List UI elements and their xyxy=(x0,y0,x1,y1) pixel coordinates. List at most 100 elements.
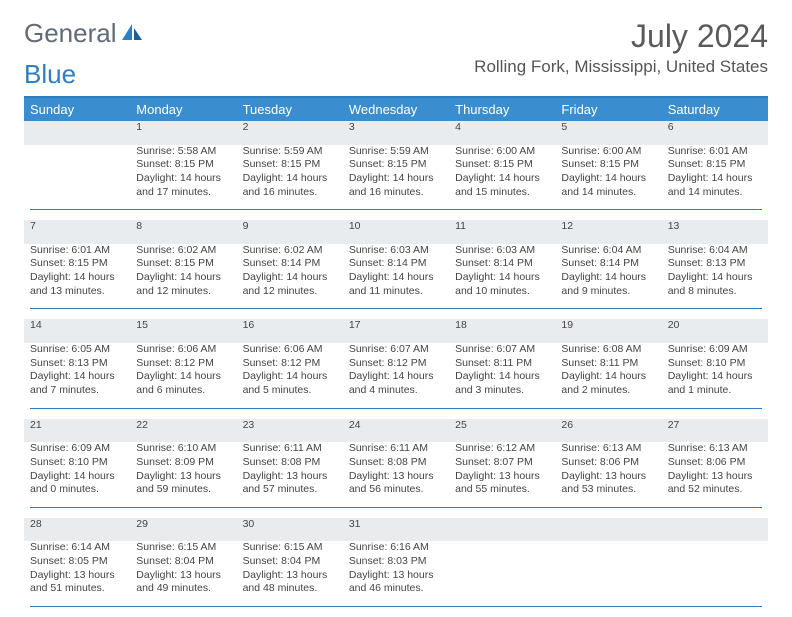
sunset-text: Sunset: 8:08 PM xyxy=(243,456,337,470)
day-number: 1 xyxy=(130,121,236,145)
sunset-text: Sunset: 8:15 PM xyxy=(668,158,762,172)
col-saturday: Saturday xyxy=(662,98,768,121)
day-content-row: Sunrise: 6:05 AMSunset: 8:13 PMDaylight:… xyxy=(24,343,768,408)
day-number: 30 xyxy=(237,518,343,542)
daylight-text-2: and 55 minutes. xyxy=(455,483,549,497)
day-cell xyxy=(555,541,661,606)
daylight-text-1: Daylight: 14 hours xyxy=(136,172,230,186)
day-cell: Sunrise: 6:03 AMSunset: 8:14 PMDaylight:… xyxy=(449,244,555,309)
daynum-row: 123456 xyxy=(24,121,768,145)
day-cell: Sunrise: 6:13 AMSunset: 8:06 PMDaylight:… xyxy=(662,442,768,507)
day-cell: Sunrise: 6:04 AMSunset: 8:13 PMDaylight:… xyxy=(662,244,768,309)
day-cell xyxy=(24,145,130,210)
sunset-text: Sunset: 8:15 PM xyxy=(349,158,443,172)
day-number: 23 xyxy=(237,419,343,443)
daylight-text-2: and 56 minutes. xyxy=(349,483,443,497)
sunset-text: Sunset: 8:13 PM xyxy=(668,257,762,271)
day-number xyxy=(555,518,661,542)
sunrise-text: Sunrise: 6:03 AM xyxy=(349,244,443,258)
daylight-text-2: and 59 minutes. xyxy=(136,483,230,497)
sunset-text: Sunset: 8:04 PM xyxy=(243,555,337,569)
day-content-row: Sunrise: 6:09 AMSunset: 8:10 PMDaylight:… xyxy=(24,442,768,507)
daylight-text-2: and 2 minutes. xyxy=(561,384,655,398)
daylight-text-2: and 4 minutes. xyxy=(349,384,443,398)
day-content-row: Sunrise: 6:01 AMSunset: 8:15 PMDaylight:… xyxy=(24,244,768,309)
day-number: 14 xyxy=(24,319,130,343)
day-number: 3 xyxy=(343,121,449,145)
day-number xyxy=(24,121,130,145)
daylight-text-2: and 7 minutes. xyxy=(30,384,124,398)
day-cell xyxy=(449,541,555,606)
daylight-text-1: Daylight: 14 hours xyxy=(668,271,762,285)
day-cell: Sunrise: 6:02 AMSunset: 8:15 PMDaylight:… xyxy=(130,244,236,309)
sunset-text: Sunset: 8:15 PM xyxy=(136,257,230,271)
day-number: 31 xyxy=(343,518,449,542)
day-number: 8 xyxy=(130,220,236,244)
sunrise-text: Sunrise: 6:13 AM xyxy=(561,442,655,456)
day-number: 10 xyxy=(343,220,449,244)
day-number: 9 xyxy=(237,220,343,244)
sunrise-text: Sunrise: 6:14 AM xyxy=(30,541,124,555)
daylight-text-2: and 46 minutes. xyxy=(349,582,443,596)
day-number: 16 xyxy=(237,319,343,343)
sunrise-text: Sunrise: 6:00 AM xyxy=(561,145,655,159)
day-number xyxy=(449,518,555,542)
daylight-text-1: Daylight: 14 hours xyxy=(349,370,443,384)
day-number xyxy=(662,518,768,542)
weekday-header-row: Sunday Monday Tuesday Wednesday Thursday… xyxy=(24,98,768,121)
day-cell: Sunrise: 6:06 AMSunset: 8:12 PMDaylight:… xyxy=(130,343,236,408)
sunrise-text: Sunrise: 6:15 AM xyxy=(136,541,230,555)
location-text: Rolling Fork, Mississippi, United States xyxy=(474,57,768,77)
daylight-text-2: and 53 minutes. xyxy=(561,483,655,497)
sunrise-text: Sunrise: 6:06 AM xyxy=(243,343,337,357)
daylight-text-2: and 48 minutes. xyxy=(243,582,337,596)
daylight-text-2: and 6 minutes. xyxy=(136,384,230,398)
sunset-text: Sunset: 8:15 PM xyxy=(136,158,230,172)
daylight-text-2: and 10 minutes. xyxy=(455,285,549,299)
daylight-text-1: Daylight: 14 hours xyxy=(561,172,655,186)
sunset-text: Sunset: 8:13 PM xyxy=(30,357,124,371)
day-number: 4 xyxy=(449,121,555,145)
day-number: 12 xyxy=(555,220,661,244)
day-cell xyxy=(662,541,768,606)
day-cell: Sunrise: 5:59 AMSunset: 8:15 PMDaylight:… xyxy=(237,145,343,210)
day-cell: Sunrise: 5:59 AMSunset: 8:15 PMDaylight:… xyxy=(343,145,449,210)
day-number: 11 xyxy=(449,220,555,244)
daylight-text-2: and 5 minutes. xyxy=(243,384,337,398)
day-cell: Sunrise: 6:12 AMSunset: 8:07 PMDaylight:… xyxy=(449,442,555,507)
day-cell: Sunrise: 6:02 AMSunset: 8:14 PMDaylight:… xyxy=(237,244,343,309)
sunset-text: Sunset: 8:15 PM xyxy=(561,158,655,172)
sunrise-text: Sunrise: 5:59 AM xyxy=(243,145,337,159)
daylight-text-2: and 14 minutes. xyxy=(668,186,762,200)
day-cell: Sunrise: 6:11 AMSunset: 8:08 PMDaylight:… xyxy=(237,442,343,507)
col-friday: Friday xyxy=(555,98,661,121)
daylight-text-1: Daylight: 14 hours xyxy=(668,370,762,384)
daynum-row: 78910111213 xyxy=(24,220,768,244)
day-cell: Sunrise: 6:09 AMSunset: 8:10 PMDaylight:… xyxy=(662,343,768,408)
day-number: 21 xyxy=(24,419,130,443)
sunrise-text: Sunrise: 6:07 AM xyxy=(455,343,549,357)
daynum-row: 28293031 xyxy=(24,518,768,542)
day-number: 17 xyxy=(343,319,449,343)
daylight-text-2: and 9 minutes. xyxy=(561,285,655,299)
sunrise-text: Sunrise: 6:03 AM xyxy=(455,244,549,258)
day-cell: Sunrise: 6:03 AMSunset: 8:14 PMDaylight:… xyxy=(343,244,449,309)
sunrise-text: Sunrise: 6:06 AM xyxy=(136,343,230,357)
day-cell: Sunrise: 6:05 AMSunset: 8:13 PMDaylight:… xyxy=(24,343,130,408)
daylight-text-1: Daylight: 14 hours xyxy=(30,470,124,484)
sunrise-text: Sunrise: 6:02 AM xyxy=(136,244,230,258)
day-cell: Sunrise: 5:58 AMSunset: 8:15 PMDaylight:… xyxy=(130,145,236,210)
daylight-text-2: and 14 minutes. xyxy=(561,186,655,200)
daylight-text-2: and 16 minutes. xyxy=(349,186,443,200)
sunrise-text: Sunrise: 6:11 AM xyxy=(243,442,337,456)
daylight-text-1: Daylight: 13 hours xyxy=(455,470,549,484)
sunset-text: Sunset: 8:05 PM xyxy=(30,555,124,569)
day-cell: Sunrise: 6:00 AMSunset: 8:15 PMDaylight:… xyxy=(449,145,555,210)
daynum-row: 14151617181920 xyxy=(24,319,768,343)
sunset-text: Sunset: 8:14 PM xyxy=(349,257,443,271)
sunset-text: Sunset: 8:10 PM xyxy=(30,456,124,470)
day-number: 5 xyxy=(555,121,661,145)
daylight-text-2: and 3 minutes. xyxy=(455,384,549,398)
day-number: 13 xyxy=(662,220,768,244)
logo: General xyxy=(24,18,146,49)
